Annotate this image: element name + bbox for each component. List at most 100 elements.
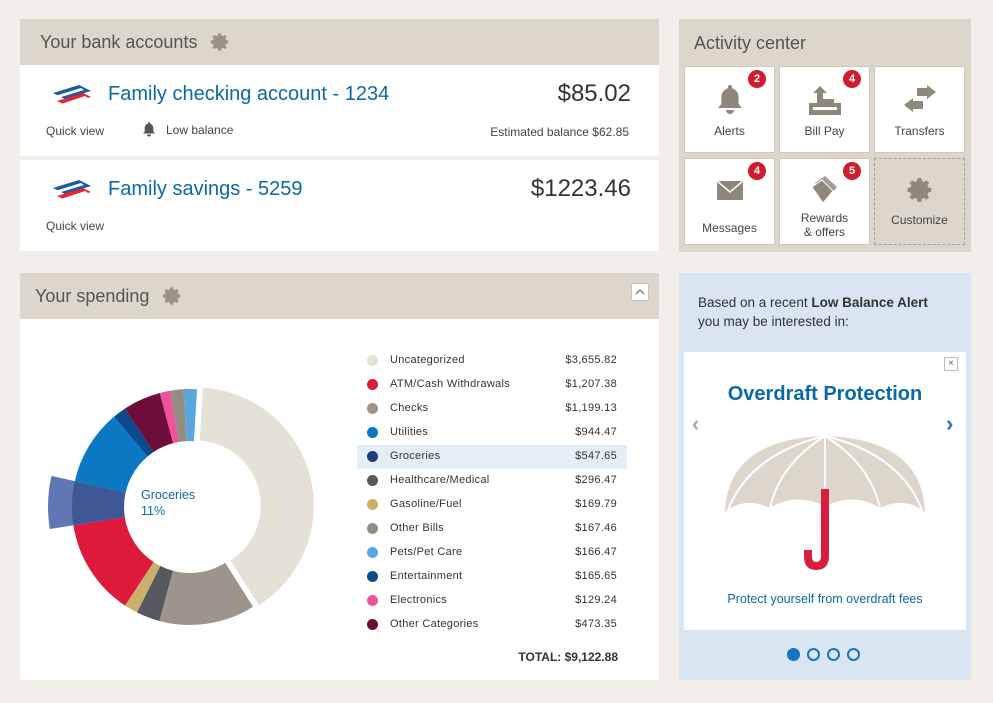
next-arrow-icon[interactable]: › (946, 411, 954, 436)
legend-swatch (367, 355, 378, 366)
donut-slice-checks[interactable] (159, 561, 254, 625)
donut-slice-other-bills[interactable] (170, 389, 187, 443)
legend-swatch (367, 523, 378, 534)
legend-value: $166.47 (575, 546, 617, 558)
alerts-tile[interactable]: Alerts 2 (684, 66, 775, 153)
legend-category: Checks (390, 402, 429, 414)
checking-quick-view-link[interactable]: Quick view (46, 124, 105, 138)
legend-value: $1,199.13 (565, 402, 617, 414)
activity-center-panel: Activity center Alerts 2 Bill Pay 4 Tran… (679, 19, 971, 252)
legend-row[interactable]: Entertainment $165.65 (357, 565, 627, 589)
donut-slice-healthcare-medical[interactable] (136, 565, 174, 621)
messages-tile[interactable]: Messages 4 (684, 158, 775, 245)
legend-row[interactable]: Groceries $547.65 (357, 445, 627, 469)
legend-row[interactable]: Utilities $944.47 (357, 421, 627, 445)
legend-row[interactable]: Uncategorized $3,655.82 (357, 349, 627, 373)
umbrella-icon (725, 435, 925, 570)
legend-value: $944.47 (575, 426, 617, 438)
chevron-up-icon (635, 289, 645, 295)
legend-category: Pets/Pet Care (390, 546, 463, 558)
rewards-label-2: & offers (803, 225, 846, 239)
donut-slice-pets-pet-care[interactable] (183, 389, 198, 443)
legend-row[interactable]: Checks $1,199.13 (357, 397, 627, 421)
donut-center-percent: 11% (141, 504, 165, 518)
donut-slice-electronics[interactable] (159, 390, 179, 445)
bill-pay-icon (808, 86, 841, 115)
spending-total: TOTAL: $9,122.88 (518, 650, 618, 664)
donut-slice-highlight-overlay (72, 481, 127, 526)
legend-value: $3,655.82 (565, 354, 617, 366)
legend-category: Entertainment (390, 570, 463, 582)
donut-slice-other-categories[interactable] (124, 392, 174, 453)
pager-dot[interactable] (827, 648, 840, 661)
legend-row[interactable]: Healthcare/Medical $296.47 (357, 469, 627, 493)
alerts-badge: 2 (748, 70, 766, 88)
checking-balance: $85.02 (557, 80, 631, 107)
legend-row[interactable]: Electronics $129.24 (357, 589, 627, 613)
legend-row[interactable]: Other Categories $473.35 (357, 613, 627, 637)
bank-logo-icon (53, 180, 91, 201)
legend-swatch (367, 403, 378, 414)
savings-quick-view-link[interactable]: Quick view (46, 219, 105, 233)
legend-row[interactable]: ATM/Cash Withdrawals $1,207.38 (357, 373, 627, 397)
donut-slice-entertainment[interactable] (114, 408, 155, 458)
bill-pay-tile[interactable]: Bill Pay 4 (779, 66, 870, 153)
collapse-button[interactable] (631, 283, 649, 301)
donut-slice-uncategorized[interactable] (199, 387, 314, 606)
bank-accounts-title: Your bank accounts (40, 31, 198, 52)
promo-title[interactable]: Overdraft Protection (727, 383, 923, 405)
pager-dot[interactable] (847, 648, 860, 661)
prev-arrow-icon[interactable]: ‹ (692, 411, 700, 436)
legend-category: Healthcare/Medical (390, 474, 490, 486)
pager-dot[interactable] (807, 648, 820, 661)
transfer-arrows-icon (903, 85, 936, 112)
savings-account-link[interactable]: Family savings - 5259 (108, 178, 303, 200)
legend-value: $473.35 (575, 618, 617, 630)
close-icon[interactable]: × (944, 357, 958, 371)
bank-accounts-panel: Your bank accounts Family checking accou… (20, 19, 659, 251)
legend-category: Gasoline/Fuel (390, 498, 462, 510)
spending-header: Your spending (20, 273, 659, 319)
bell-icon (717, 85, 742, 114)
legend-row[interactable]: Gasoline/Fuel $169.79 (357, 493, 627, 517)
messages-badge: 4 (748, 162, 766, 180)
spending-donut-chart[interactable]: Groceries 11% (20, 319, 350, 679)
envelope-icon (715, 180, 744, 200)
transfers-tile[interactable]: Transfers (874, 66, 965, 153)
donut-slice-utilities[interactable] (74, 416, 149, 493)
bill-pay-badge: 4 (843, 70, 861, 88)
promo-intro: Based on a recent Low Balance Alert you … (698, 293, 958, 331)
promo-tagline[interactable]: Protect yourself from overdraft fees (727, 592, 923, 606)
promo-intro-pre: Based on a recent (698, 295, 812, 310)
legend-category: Utilities (390, 426, 429, 438)
spending-panel: Your spending Groceries 11% Uncategorize… (20, 273, 659, 680)
checking-account-row: Family checking account - 1234 $85.02 Qu… (20, 65, 659, 156)
gear-icon[interactable] (161, 285, 183, 307)
legend-swatch (367, 379, 378, 390)
legend-value: $167.46 (575, 522, 617, 534)
donut-center-category: Groceries (141, 488, 195, 502)
legend-row[interactable]: Pets/Pet Care $166.47 (357, 541, 627, 565)
legend-category: Groceries (390, 450, 441, 462)
alerts-label: Alerts (714, 124, 745, 138)
low-balance-alert[interactable]: Low balance (142, 122, 233, 137)
legend-swatch (367, 571, 378, 582)
activity-center-title: Activity center (694, 33, 807, 53)
legend-swatch (367, 427, 378, 438)
gear-icon[interactable] (209, 31, 231, 53)
legend-swatch (367, 451, 378, 462)
customize-tile[interactable]: Customize (874, 158, 965, 245)
pager-dot[interactable] (787, 648, 800, 661)
legend-row[interactable]: Other Bills $167.46 (357, 517, 627, 541)
legend-value: $129.24 (575, 594, 617, 606)
donut-slice-atm-cash-withdrawals[interactable] (73, 517, 155, 606)
donut-slice-gasoline-fuel[interactable] (125, 561, 161, 613)
overdraft-promo-card[interactable]: × Overdraft Protection Protect yourself … (684, 352, 966, 630)
rewards-badge: 5 (843, 162, 861, 180)
checking-account-link[interactable]: Family checking account - 1234 (108, 83, 390, 105)
legend-swatch (367, 547, 378, 558)
transfers-label: Transfers (894, 124, 945, 138)
bank-logo-icon (53, 85, 91, 106)
rewards-tile[interactable]: Rewards & offers 5 (779, 158, 870, 245)
legend-category: Electronics (390, 594, 448, 606)
